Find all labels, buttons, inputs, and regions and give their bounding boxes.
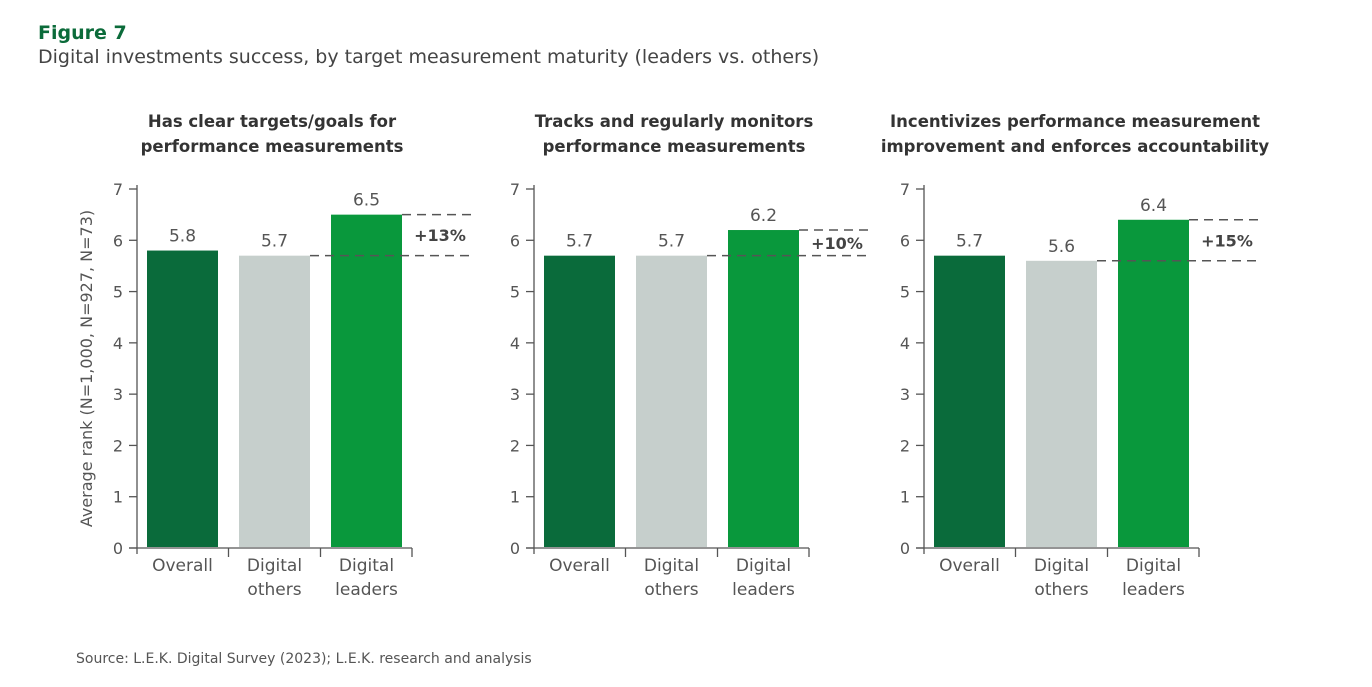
- y-tick-label: 0: [900, 539, 910, 558]
- chart-panel-3: Incentivizes performance measurement impr…: [881, 112, 1270, 600]
- bar-digital-leaders: [1118, 219, 1189, 547]
- y-tick-label: 7: [113, 180, 123, 199]
- y-tick-label: 7: [510, 180, 520, 199]
- bar-digital-leaders: [728, 230, 799, 547]
- y-tick-label: 0: [113, 539, 123, 558]
- category-label: leaders: [732, 580, 795, 600]
- y-tick-label: 5: [113, 283, 123, 302]
- delta-label: +13%: [414, 226, 466, 245]
- y-tick-label: 3: [113, 385, 123, 404]
- figure-title: Digital investments success, by target m…: [38, 46, 820, 68]
- y-tick-label: 0: [510, 539, 520, 558]
- y-tick-label: 5: [510, 283, 520, 302]
- category-label: others: [247, 580, 301, 600]
- bar-value-label: 5.7: [956, 232, 983, 252]
- category-label: Digital: [339, 556, 394, 576]
- y-tick-label: 1: [510, 488, 520, 507]
- chart-panel-2: Tracks and regularly monitors performance…: [510, 112, 869, 600]
- category-label: Overall: [939, 556, 1000, 576]
- y-tick-label: 2: [113, 436, 123, 455]
- bar-value-label: 6.2: [750, 206, 777, 226]
- bar-overall: [544, 255, 615, 547]
- delta-label: +10%: [811, 234, 863, 253]
- y-tick-label: 3: [900, 385, 910, 404]
- panel-title-line: Has clear targets/goals for: [148, 112, 397, 131]
- panel-title-line: improvement and enforces accountability: [881, 137, 1270, 156]
- source-note: Source: L.E.K. Digital Survey (2023); L.…: [76, 651, 532, 667]
- category-label: leaders: [1122, 580, 1185, 600]
- category-label: Overall: [549, 556, 610, 576]
- y-axis-title: Average rank (N=1,000, N=927, N=73): [77, 210, 96, 527]
- y-tick-label: 2: [510, 436, 520, 455]
- category-label: others: [1034, 580, 1088, 600]
- y-tick-label: 1: [113, 488, 123, 507]
- category-label: Digital: [736, 556, 791, 576]
- chart-panel-1: Has clear targets/goals for performance m…: [77, 112, 472, 600]
- category-label: Digital: [1034, 556, 1089, 576]
- y-tick-label: 7: [900, 180, 910, 199]
- panel-title-line: performance measurements: [543, 137, 806, 156]
- y-tick-label: 6: [510, 231, 520, 250]
- y-tick-label: 6: [900, 231, 910, 250]
- panel-title-line: Tracks and regularly monitors: [535, 112, 814, 131]
- category-label: Digital: [1126, 556, 1181, 576]
- category-label: Overall: [152, 556, 213, 576]
- category-label: Digital: [247, 556, 302, 576]
- y-tick-label: 4: [113, 334, 123, 353]
- panel-title-line: performance measurements: [141, 137, 404, 156]
- y-tick-label: 6: [113, 231, 123, 250]
- y-tick-label: 5: [900, 283, 910, 302]
- panel-title-line: Incentivizes performance measurement: [890, 112, 1260, 131]
- bar-value-label: 5.7: [658, 232, 685, 252]
- y-tick-label: 4: [510, 334, 520, 353]
- bar-digital-leaders: [331, 214, 402, 547]
- y-tick-label: 2: [900, 436, 910, 455]
- bar-digital-others: [239, 255, 310, 547]
- bar-value-label: 6.4: [1140, 196, 1167, 216]
- category-label: leaders: [335, 580, 398, 600]
- bar-value-label: 6.5: [353, 191, 380, 211]
- delta-label: +15%: [1201, 231, 1253, 250]
- bar-value-label: 5.7: [566, 232, 593, 252]
- category-label: Digital: [644, 556, 699, 576]
- bar-digital-others: [636, 255, 707, 547]
- bar-overall: [934, 255, 1005, 547]
- y-tick-label: 3: [510, 385, 520, 404]
- bar-digital-others: [1026, 260, 1097, 547]
- bar-value-label: 5.8: [169, 227, 196, 247]
- category-label: others: [644, 580, 698, 600]
- bar-value-label: 5.7: [261, 232, 288, 252]
- y-tick-label: 1: [900, 488, 910, 507]
- y-tick-label: 4: [900, 334, 910, 353]
- bar-value-label: 5.6: [1048, 237, 1075, 257]
- bar-overall: [147, 250, 218, 548]
- figure-label: Figure 7: [38, 22, 127, 44]
